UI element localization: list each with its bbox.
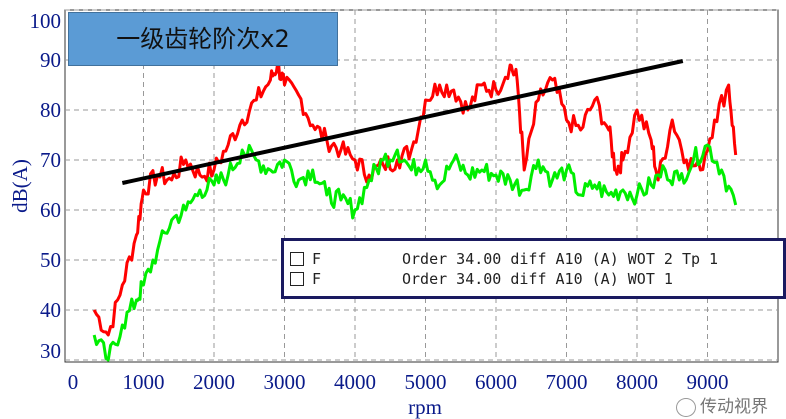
y-tick-label: 100	[30, 9, 62, 33]
watermark: 传动视界	[676, 397, 768, 418]
legend-series-name: Order 34.00 diff A10 (A) WOT 2 Tp 1	[402, 250, 719, 268]
x-tick-label: 4000	[334, 370, 376, 394]
y-tick-label: 60	[40, 198, 61, 222]
x-tick-label: 0	[68, 370, 79, 394]
legend: F Order 34.00 diff A10 (A) WOT 2 Tp 1 F …	[281, 238, 786, 299]
y-tick-label: 30	[40, 339, 61, 363]
legend-label: F	[312, 250, 322, 268]
x-tick-label: 6000	[475, 370, 517, 394]
plot-area	[64, 9, 779, 363]
series-line	[92, 143, 738, 362]
wechat-icon	[676, 398, 696, 417]
x-tick-label: 2000	[193, 370, 235, 394]
y-tick-label: 50	[40, 248, 61, 272]
y-tick-label: 40	[40, 298, 61, 322]
chart-title: 一级齿轮阶次x2	[68, 12, 338, 66]
x-tick-label: 8000	[616, 370, 658, 394]
y-tick-label: 70	[40, 148, 61, 172]
x-tick-label: 5000	[405, 370, 447, 394]
legend-item[interactable]: F Order 34.00 diff A10 (A) WOT 2 Tp 1	[290, 249, 783, 269]
watermark-text: 传动视界	[700, 397, 768, 417]
trend-line	[121, 59, 684, 185]
y-axis-label: dB(A)	[8, 159, 32, 213]
series-line	[92, 61, 738, 337]
y-tick-label: 80	[40, 98, 61, 122]
legend-series-name: Order 34.00 diff A10 (A) WOT 1	[402, 270, 673, 288]
legend-checkbox[interactable]	[290, 252, 304, 266]
legend-item[interactable]: F Order 34.00 diff A10 (A) WOT 1	[290, 269, 783, 289]
x-axis-label: rpm	[408, 395, 442, 419]
x-tick-label: 3000	[264, 370, 306, 394]
x-tick-label: 9000	[687, 370, 729, 394]
y-tick-label: 90	[40, 48, 61, 72]
legend-checkbox[interactable]	[290, 272, 304, 286]
legend-label: F	[312, 270, 322, 288]
x-tick-label: 1000	[123, 370, 165, 394]
x-tick-label: 7000	[546, 370, 588, 394]
